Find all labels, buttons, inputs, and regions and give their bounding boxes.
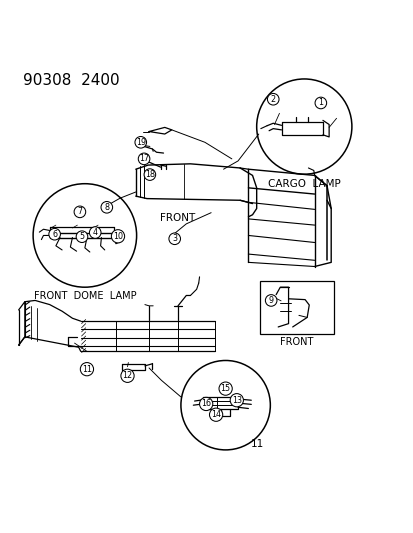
Circle shape: [199, 397, 212, 410]
Circle shape: [230, 393, 243, 407]
Circle shape: [138, 153, 150, 165]
Text: 9: 9: [268, 296, 273, 305]
Text: 11: 11: [82, 365, 92, 374]
Text: 17: 17: [139, 155, 149, 163]
Circle shape: [144, 169, 155, 180]
Circle shape: [76, 231, 88, 243]
Circle shape: [209, 408, 222, 421]
Text: 14: 14: [211, 410, 221, 419]
Circle shape: [267, 93, 278, 105]
Circle shape: [135, 136, 146, 148]
Text: 6: 6: [52, 230, 57, 239]
Circle shape: [74, 206, 85, 217]
Text: 2: 2: [270, 95, 275, 104]
Text: 15: 15: [220, 384, 230, 393]
Circle shape: [180, 360, 270, 450]
Circle shape: [121, 369, 134, 382]
Text: 19: 19: [135, 138, 145, 147]
Text: 1: 1: [318, 99, 323, 108]
Text: 11: 11: [250, 439, 263, 449]
Text: 5: 5: [79, 232, 84, 241]
Text: 16: 16: [201, 399, 211, 408]
Text: 10: 10: [113, 232, 123, 241]
Text: 4: 4: [93, 228, 97, 237]
Text: FRONT: FRONT: [160, 213, 195, 223]
Circle shape: [265, 295, 276, 306]
Circle shape: [314, 97, 326, 109]
Circle shape: [111, 230, 124, 243]
Text: 3: 3: [172, 235, 177, 243]
Text: FRONT: FRONT: [280, 337, 313, 347]
Circle shape: [169, 233, 180, 245]
Circle shape: [218, 382, 232, 395]
Text: 8: 8: [104, 203, 109, 212]
Text: 90308  2400: 90308 2400: [23, 73, 119, 88]
Bar: [259, 280, 333, 334]
Text: 7: 7: [77, 207, 82, 216]
Circle shape: [49, 229, 60, 240]
Circle shape: [33, 184, 136, 287]
Text: 13: 13: [231, 395, 241, 405]
Text: 12: 12: [122, 372, 132, 381]
Circle shape: [101, 201, 112, 213]
Circle shape: [256, 79, 351, 174]
Text: FRONT  DOME  LAMP: FRONT DOME LAMP: [33, 292, 136, 301]
Circle shape: [80, 362, 93, 376]
Text: CARGO  LAMP: CARGO LAMP: [267, 179, 340, 189]
Circle shape: [89, 227, 101, 238]
Text: 18: 18: [145, 170, 154, 179]
